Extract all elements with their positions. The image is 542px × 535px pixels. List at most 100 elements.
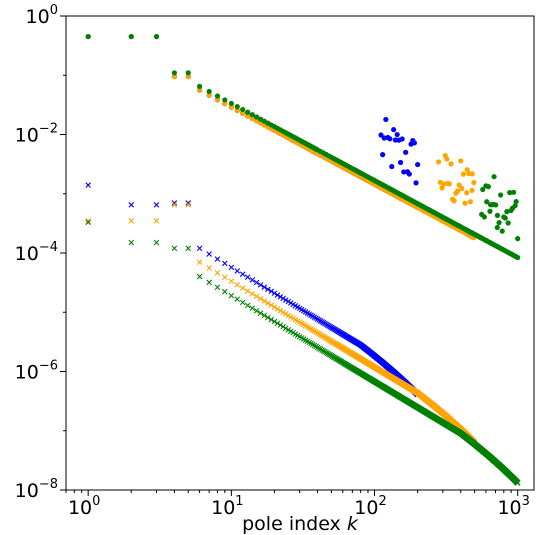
scatter-x-point	[214, 256, 221, 262]
scatter-x-point	[265, 314, 271, 321]
x-tick-label: 102	[354, 494, 386, 519]
scatter-x-point	[261, 298, 268, 304]
scatter-x-point	[228, 278, 235, 285]
scatter-x-point	[85, 182, 91, 188]
scatter-x-point	[206, 265, 212, 271]
scatter-x-point	[239, 285, 246, 291]
scatter-point	[383, 116, 389, 123]
scatter-x-point	[85, 217, 91, 224]
scatter-point	[491, 174, 497, 180]
scatter-x-point	[234, 282, 241, 288]
scatter-point	[206, 88, 212, 95]
scatter-point	[128, 33, 134, 40]
scatter-x-point	[206, 251, 212, 257]
scatter-x-point	[153, 239, 160, 246]
scatter-point	[515, 236, 521, 242]
axis-tick-labels: 100 101 102 103 100 10−2 10−4 10−6 10−8	[15, 3, 530, 519]
scatter-point	[403, 149, 409, 155]
scatter-point	[214, 93, 221, 99]
scatter-point	[512, 203, 518, 209]
scatter-point	[480, 186, 486, 193]
scatter-point	[504, 209, 510, 215]
scatter-x-point	[280, 323, 286, 330]
scatter-point	[441, 181, 447, 187]
scatter-point	[458, 158, 464, 164]
scatter-point	[467, 199, 474, 205]
scatter-x-point	[261, 284, 268, 290]
scatter-x-point	[282, 325, 289, 332]
scatter-point	[171, 73, 177, 80]
scatter-point	[446, 181, 452, 187]
scatter-point	[222, 97, 228, 103]
scatter-point	[505, 220, 511, 226]
scatter-x-point	[274, 306, 281, 312]
scatter-point	[222, 101, 228, 107]
scatter-point	[406, 171, 412, 177]
scatter-x-point	[277, 322, 284, 328]
scatter-point	[515, 254, 521, 261]
scatter-point	[185, 70, 191, 76]
scatter-x-point	[274, 320, 281, 327]
scatter-point	[462, 200, 468, 206]
scatter-point	[487, 208, 493, 214]
scatter-x-point	[171, 202, 178, 208]
scatter-x-point	[257, 310, 264, 316]
scatter-x-point	[249, 291, 256, 297]
scatter-x-point	[265, 286, 271, 293]
scatter-x-point	[282, 311, 289, 317]
plot-frame	[65, 15, 535, 491]
data-marks	[85, 33, 521, 486]
scatter-point	[469, 171, 475, 177]
scatter-x-point	[265, 300, 271, 306]
scatter-point	[502, 215, 508, 221]
scatter-x-point	[253, 293, 260, 300]
scatter-point	[245, 109, 251, 115]
scatter-x-point	[271, 290, 278, 297]
scatter-point	[249, 115, 255, 122]
scatter-point	[85, 33, 91, 40]
scatter-x-point	[244, 288, 251, 294]
scatter-point	[196, 83, 203, 89]
scatter-x-point	[249, 305, 256, 311]
scatter-x-point	[228, 292, 235, 299]
scatter-point	[228, 100, 234, 107]
y-tick-label: 10−8	[15, 477, 58, 502]
scatter-point	[253, 114, 260, 120]
scatter-x-point	[514, 480, 521, 486]
scatter-x-point	[85, 219, 91, 226]
scatter-x-point	[271, 304, 278, 310]
scatter-point	[435, 159, 442, 165]
scatter-x-point	[244, 302, 251, 309]
scatter-x-point	[271, 318, 278, 325]
scatter-x-point	[282, 297, 289, 303]
scatter-point	[196, 87, 203, 93]
scatter-point	[397, 159, 404, 166]
scatter-x-point	[280, 309, 286, 316]
scatter-point	[245, 113, 251, 119]
scatter-x-point	[153, 217, 160, 224]
scatter-x-point	[268, 316, 275, 323]
scatter-point	[464, 190, 470, 196]
scatter-point	[471, 179, 477, 186]
y-tick-label: 10−2	[15, 122, 58, 147]
scatter-point	[451, 198, 457, 204]
scatter-point	[399, 136, 405, 142]
scatter-point	[493, 202, 499, 208]
scatter-point	[401, 169, 407, 175]
scatter-x-point	[277, 293, 284, 300]
scatter-point	[389, 163, 395, 170]
y-tick-label: 10−6	[15, 359, 58, 384]
scatter-point	[484, 199, 490, 205]
scatter-point	[240, 110, 246, 116]
scatter-x-point	[274, 292, 281, 298]
scatter-x-point	[234, 296, 241, 302]
scatter-point	[228, 104, 234, 110]
scatter-x-point	[206, 279, 212, 286]
scatter-point	[454, 188, 461, 194]
scatter-point	[510, 189, 517, 195]
scatter-point	[171, 70, 177, 76]
x-axis-label: pole index k	[242, 513, 359, 535]
scatter-point	[240, 106, 246, 113]
y-tick-label: 100	[26, 3, 58, 28]
